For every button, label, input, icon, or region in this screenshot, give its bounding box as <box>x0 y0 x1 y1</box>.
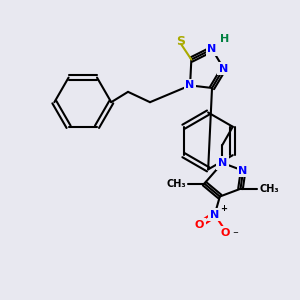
Text: O: O <box>194 220 204 230</box>
Text: N: N <box>238 166 248 176</box>
Text: +: + <box>220 204 227 213</box>
Text: N: N <box>219 64 228 74</box>
Text: N: N <box>185 80 195 90</box>
Text: ⁻: ⁻ <box>232 230 238 240</box>
Text: N: N <box>210 210 219 220</box>
Text: O: O <box>220 228 230 238</box>
Text: H: H <box>220 34 230 44</box>
Text: N: N <box>207 44 217 54</box>
Text: CH₃: CH₃ <box>259 184 279 194</box>
Text: N: N <box>218 158 227 168</box>
Text: CH₃: CH₃ <box>166 178 186 189</box>
Text: S: S <box>176 35 185 48</box>
